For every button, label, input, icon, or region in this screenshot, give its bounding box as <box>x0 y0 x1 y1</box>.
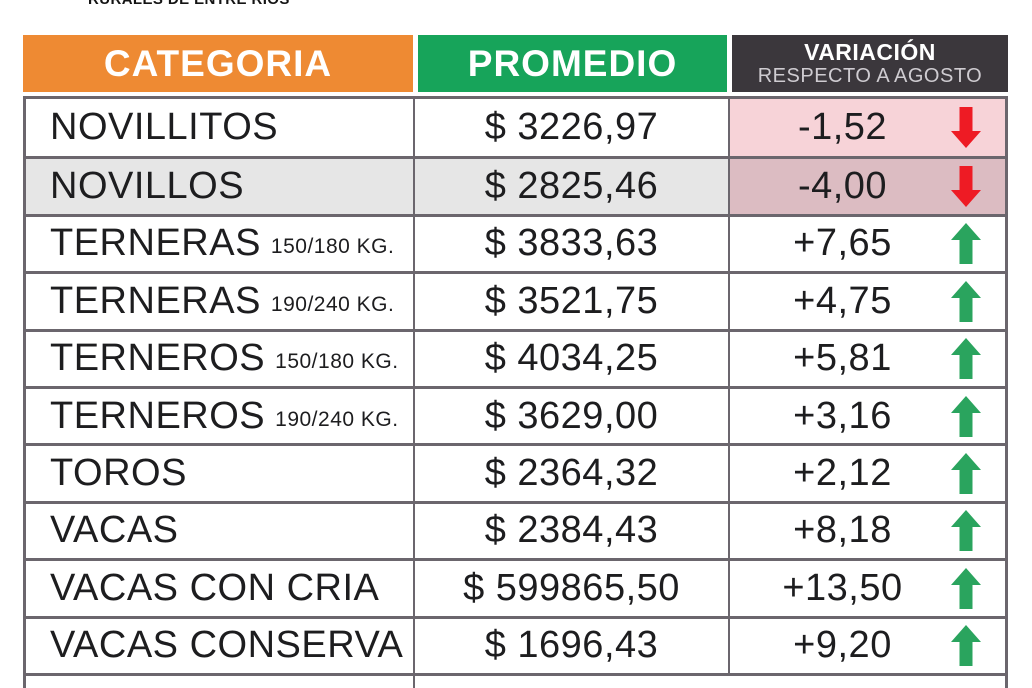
category-label: VACAS <box>50 509 179 552</box>
category-label: TERNEROS <box>50 394 266 437</box>
category-cell: VACAS CON CRIA <box>26 561 415 616</box>
trend-arrow-icon <box>951 338 981 380</box>
table-row: VACAS CONSERVA $ 1696,43 +9,20 <box>26 615 1005 673</box>
table-row: TERNERAS 150/180 KG. $ 3833,63 +7,65 <box>26 213 1005 272</box>
average-price-cell: $ 2364,32 <box>415 446 730 501</box>
header-category: CATEGORIA <box>23 35 413 92</box>
average-price-cell: $ 3629,00 <box>415 388 730 444</box>
variation-cell: +5,81 <box>730 332 1005 386</box>
price-table-body: NOVILLITOS $ 3226,97 -1,52 NOVILLOS $ 28… <box>23 96 1008 688</box>
trend-arrow-icon <box>951 280 981 322</box>
variation-value: +4,75 <box>793 279 892 322</box>
category-label: VACAS CONSERVA <box>50 624 404 667</box>
table-row: NOVILLOS $ 2825,46 -4,00 <box>26 156 1005 214</box>
variation-cell: +9,20 <box>730 619 1005 673</box>
source-caption: RURALES DE ENTRE RIOS <box>88 0 290 8</box>
trend-arrow-icon <box>951 166 981 208</box>
variation-cell: -1,52 <box>730 99 1005 157</box>
table-row: NOVILLITOS $ 3226,97 -1,52 <box>26 99 1005 157</box>
variation-cell: +13,50 <box>730 561 1005 615</box>
category-cell: VACAS CONSERVA <box>26 618 415 673</box>
header-variation-title: VARIACIÓN <box>804 38 936 65</box>
category-weight-range: 150/180 KG. <box>270 235 395 259</box>
variation-cell: +2,12 <box>730 446 1005 500</box>
category-label: TERNERAS <box>50 222 261 265</box>
variation-value: +2,12 <box>793 452 892 495</box>
trend-arrow-icon <box>951 567 981 609</box>
category-cell: NOVILLITOS <box>26 99 415 157</box>
table-row: VACAS $ 2384,43 +8,18 <box>26 500 1005 559</box>
table-row: TERNEROS 190/240 KG. $ 3629,00 +3,16 <box>26 385 1005 444</box>
variation-cell <box>730 676 1005 688</box>
category-cell: TERNEROS 190/240 KG. <box>26 388 415 444</box>
category-cell: NOVILLOS <box>26 159 415 214</box>
category-cell <box>26 675 415 688</box>
variation-value: +5,81 <box>793 337 892 380</box>
header-variation: VARIACIÓN RESPECTO A AGOSTO <box>732 35 1008 92</box>
category-cell: TOROS <box>26 446 415 501</box>
header-average: PROMEDIO <box>418 35 727 92</box>
header-category-label: CATEGORIA <box>103 42 333 84</box>
average-price-cell: $ 3833,63 <box>415 216 730 272</box>
trend-arrow-icon <box>951 453 981 495</box>
table-row: VACAS CON CRIA $ 599865,50 +13,50 <box>26 558 1005 616</box>
average-price-cell: $ 4034,25 <box>415 331 730 386</box>
category-label: NOVILLITOS <box>50 106 279 149</box>
header-average-label: PROMEDIO <box>467 42 678 84</box>
category-label: TERNEROS <box>50 337 266 380</box>
table-row-partial <box>26 672 1005 688</box>
category-label: NOVILLOS <box>50 165 245 208</box>
variation-value: -4,00 <box>797 165 888 208</box>
average-price-cell: $ 2825,46 <box>415 159 730 214</box>
category-label: TOROS <box>50 452 187 495</box>
category-label: TERNERAS <box>50 279 261 322</box>
trend-arrow-icon <box>951 107 981 149</box>
average-price-cell: $ 599865,50 <box>415 561 730 616</box>
variation-value: +3,16 <box>793 394 892 437</box>
category-label: VACAS CON CRIA <box>50 566 380 609</box>
average-price-cell: $ 2384,43 <box>415 503 730 559</box>
category-weight-range: 190/240 KG. <box>275 407 399 431</box>
variation-value: +8,18 <box>793 509 892 552</box>
category-cell: TERNERAS 150/180 KG. <box>26 216 415 272</box>
category-weight-range: 150/180 KG. <box>275 350 399 374</box>
table-row: TERNEROS 150/180 KG. $ 4034,25 +5,81 <box>26 328 1005 386</box>
variation-value: +13,50 <box>782 566 903 609</box>
category-cell: TERNEROS 150/180 KG. <box>26 331 415 386</box>
category-weight-range: 190/240 KG. <box>270 292 395 316</box>
variation-cell: +7,65 <box>730 217 1005 271</box>
average-price-cell: $ 1696,43 <box>415 618 730 673</box>
category-cell: TERNERAS 190/240 KG. <box>26 274 415 329</box>
variation-value: +9,20 <box>793 624 892 667</box>
table-row: TERNERAS 190/240 KG. $ 3521,75 +4,75 <box>26 271 1005 329</box>
variation-cell: +8,18 <box>730 504 1005 558</box>
header-variation-subtitle: RESPECTO A AGOSTO <box>757 65 983 88</box>
trend-arrow-icon <box>951 625 981 667</box>
variation-value: +7,65 <box>793 222 892 265</box>
variation-cell: +3,16 <box>730 389 1005 443</box>
variation-cell: +4,75 <box>730 274 1005 328</box>
trend-arrow-icon <box>951 510 981 552</box>
category-cell: VACAS <box>26 503 415 559</box>
variation-cell: -4,00 <box>730 159 1005 214</box>
trend-arrow-icon <box>951 395 981 437</box>
average-price-cell: $ 3226,97 <box>415 99 730 157</box>
table-row: TOROS $ 2364,32 +2,12 <box>26 443 1005 501</box>
average-price-cell: $ 3521,75 <box>415 274 730 329</box>
trend-arrow-icon <box>951 223 981 265</box>
variation-value: -1,52 <box>797 106 888 149</box>
